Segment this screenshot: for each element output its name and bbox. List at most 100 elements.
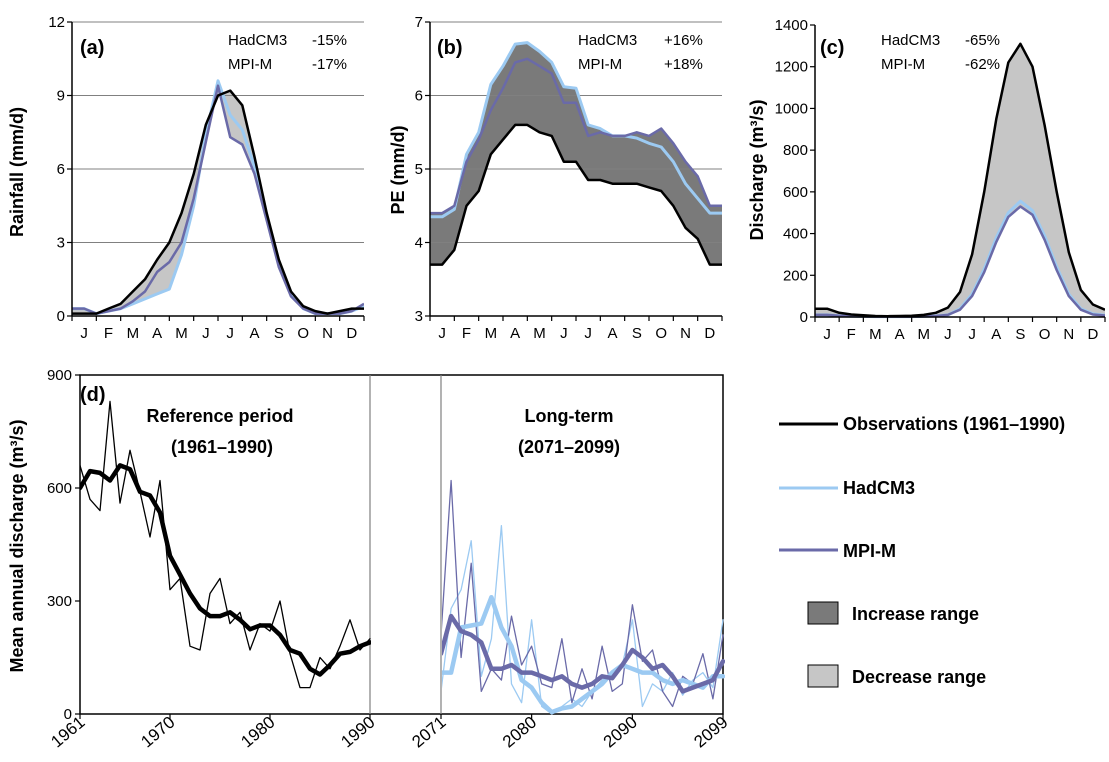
a-month-label-10: N xyxy=(322,325,333,342)
b-month-label-4: M xyxy=(533,325,546,342)
legend-mpim-label: MPI-M xyxy=(843,541,896,561)
panel-c-ann-model-2: MPI-M xyxy=(881,56,925,73)
panel-d-xtick-label-lt-1: 2080 xyxy=(499,713,540,752)
panel-b-range-fill xyxy=(430,42,722,265)
c-month-label-3: A xyxy=(895,326,905,343)
a-ytick-label-4: 12 xyxy=(48,14,65,31)
panel-d-xtick-label-lt-0: 2071 xyxy=(408,713,449,752)
a-month-label-8: S xyxy=(274,325,284,342)
panel-a-series-lines xyxy=(72,79,364,316)
a-month-label-7: A xyxy=(249,325,259,342)
panel-c-series-lines xyxy=(815,42,1105,319)
panel-b-ann-model-1: HadCM3 xyxy=(578,32,637,49)
c-ytick-label-1: 200 xyxy=(783,267,808,284)
legend-observations-label: Observations (1961–1990) xyxy=(843,414,1065,434)
panel-d-ylabel: Mean annual discharge (m³/s) xyxy=(7,419,27,672)
b-ytick-label-1: 4 xyxy=(415,235,423,252)
panel-a-label: (a) xyxy=(80,37,104,59)
panel-d-line-mpi-m-annual xyxy=(442,479,724,708)
b-ytick-label-0: 3 xyxy=(415,308,423,325)
panel-c-label: (c) xyxy=(820,37,844,59)
c-month-label-5: J xyxy=(944,326,952,343)
period-1-years: (1961–1990) xyxy=(171,437,273,457)
c-month-label-2: M xyxy=(869,326,882,343)
panel-a-range-fill xyxy=(72,80,364,314)
b-month-label-11: D xyxy=(704,325,715,342)
panel-c-range-fill xyxy=(815,43,1105,317)
panel-c-ylabel: Discharge (m³/s) xyxy=(747,99,767,240)
a-month-label-2: M xyxy=(127,325,140,342)
a-month-label-4: M xyxy=(175,325,188,342)
c-line-observations xyxy=(815,42,1105,318)
panel-b-ann-change-2: +18% xyxy=(664,56,703,73)
panel-a-ann-change-1: -15% xyxy=(312,32,347,49)
panel-d-ytick-label-1: 300 xyxy=(47,593,72,610)
b-ytick-label-2: 5 xyxy=(415,161,423,178)
c-ytick-label-0: 0 xyxy=(800,309,808,326)
c-month-label-9: O xyxy=(1039,326,1051,343)
legend-decrease-label: Decrease range xyxy=(852,667,986,687)
a-month-label-3: A xyxy=(152,325,162,342)
a-month-label-6: J xyxy=(226,325,234,342)
panel-b-series-lines xyxy=(430,41,722,266)
b-line-hadcm3 xyxy=(430,41,722,219)
panel-c-ann-change-2: -62% xyxy=(965,56,1000,73)
panel-d-xtick-label-ref-2: 1980 xyxy=(237,713,278,752)
a-range-area xyxy=(72,80,364,314)
panel-d-line-mpi-m-smoothed xyxy=(442,613,725,694)
panel-c-ann-model-1: HadCM3 xyxy=(881,32,940,49)
a-ytick-label-3: 9 xyxy=(57,88,65,105)
panel-a-ann-model-2: MPI-M xyxy=(228,56,272,73)
b-line-observations xyxy=(430,123,722,266)
panel-c-ann-change-1: -65% xyxy=(965,32,1000,49)
panel-b-gridlines xyxy=(430,21,722,243)
c-month-label-11: D xyxy=(1087,326,1098,343)
panel-d-xtick-label-ref-1: 1970 xyxy=(137,713,178,752)
c-range-area xyxy=(815,43,1105,317)
panel-a-ann-model-1: HadCM3 xyxy=(228,32,287,49)
a-month-label-1: F xyxy=(104,325,113,342)
b-month-label-8: S xyxy=(632,325,642,342)
panel-d-frame xyxy=(79,374,724,715)
c-ytick-label-2: 400 xyxy=(783,226,808,243)
panel-d-longterm-lines xyxy=(442,479,725,715)
panel-d-xtick-label-ref-0: 1961 xyxy=(47,713,88,752)
b-month-label-3: A xyxy=(510,325,520,342)
c-month-label-4: M xyxy=(918,326,931,343)
panel-a-ylabel: Rainfall (mm/d) xyxy=(7,107,27,237)
b-month-label-6: J xyxy=(584,325,592,342)
legend-hadcm3-label: HadCM3 xyxy=(843,478,915,498)
panel-d-label: (d) xyxy=(80,384,106,406)
b-line-mpim xyxy=(430,57,722,215)
panel-d-xtick-label-lt-2: 2090 xyxy=(600,713,641,752)
c-ytick-label-6: 1200 xyxy=(775,59,808,76)
a-line-observations xyxy=(72,89,364,315)
b-month-label-5: J xyxy=(560,325,568,342)
period-2-label: Long-term xyxy=(525,406,614,426)
c-month-label-10: N xyxy=(1063,326,1074,343)
b-month-label-9: O xyxy=(655,325,667,342)
panel-b-ann-change-1: +16% xyxy=(664,32,703,49)
panel-d-ytick-label-0: 0 xyxy=(64,706,72,723)
c-ytick-label-3: 600 xyxy=(783,184,808,201)
period-2-years: (2071–2099) xyxy=(518,437,620,457)
a-ytick-label-2: 6 xyxy=(57,161,65,178)
c-month-label-0: J xyxy=(823,326,831,343)
c-month-label-1: F xyxy=(847,326,856,343)
panel-d-ytick-label-2: 600 xyxy=(47,480,72,497)
c-month-label-8: S xyxy=(1015,326,1025,343)
panel-d-xtick-label-lt-3: 2099 xyxy=(690,713,731,752)
panel-d: 0 300 600 900 1961 1970 1980 1990 2071 2080 2090 20… xyxy=(7,367,732,751)
panel-d-line-hadcm3-smoothed xyxy=(442,594,725,715)
a-line-mpim xyxy=(72,84,364,315)
c-month-label-7: A xyxy=(991,326,1001,343)
a-month-label-9: O xyxy=(297,325,309,342)
panel-d-ytick-label-3: 900 xyxy=(47,367,72,384)
